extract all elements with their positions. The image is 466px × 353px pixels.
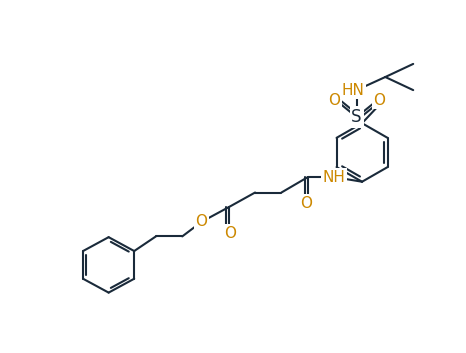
Text: O: O xyxy=(300,196,312,211)
Text: S: S xyxy=(351,108,362,126)
Text: NH: NH xyxy=(323,169,346,185)
Text: HN: HN xyxy=(341,83,364,97)
Text: O: O xyxy=(196,214,208,229)
Text: O: O xyxy=(328,92,340,108)
Text: O: O xyxy=(224,226,236,241)
Text: O: O xyxy=(373,92,385,108)
